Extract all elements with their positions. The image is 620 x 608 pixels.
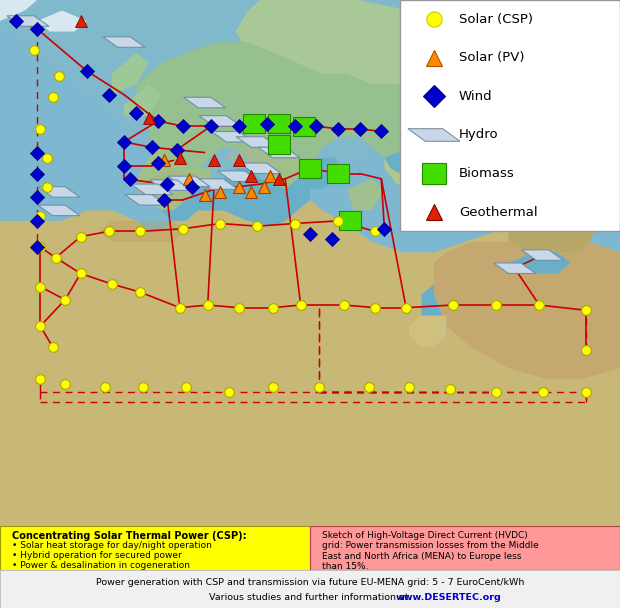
Polygon shape — [38, 187, 80, 197]
Text: Power generation with CSP and transmission via future EU-MENA grid: 5 - 7 EuroCe: Power generation with CSP and transmissi… — [96, 578, 524, 587]
Polygon shape — [136, 147, 211, 210]
Text: Various studies and further information at: Various studies and further information … — [209, 593, 411, 602]
Polygon shape — [112, 53, 149, 95]
Polygon shape — [168, 176, 210, 187]
Bar — [268, 114, 290, 133]
Polygon shape — [422, 284, 446, 347]
Polygon shape — [0, 0, 37, 21]
Polygon shape — [7, 16, 49, 26]
Text: Concentrating Solar Thermal Power (CSP):: Concentrating Solar Thermal Power (CSP): — [12, 531, 247, 541]
Polygon shape — [125, 195, 167, 205]
Polygon shape — [384, 147, 471, 179]
Bar — [422, 163, 446, 184]
Text: grid: Power transmission losses from the Middle: grid: Power transmission losses from the… — [322, 542, 539, 550]
Text: • Hybrid operation for secured power: • Hybrid operation for secured power — [12, 551, 182, 560]
Bar — [327, 164, 349, 183]
Bar — [243, 114, 265, 133]
Polygon shape — [223, 147, 285, 168]
Polygon shape — [149, 180, 192, 190]
Polygon shape — [521, 250, 564, 260]
FancyBboxPatch shape — [400, 0, 620, 232]
Polygon shape — [496, 147, 558, 189]
Polygon shape — [38, 205, 80, 216]
Polygon shape — [384, 137, 508, 189]
Polygon shape — [0, 0, 620, 195]
Polygon shape — [136, 168, 310, 226]
Polygon shape — [434, 242, 620, 379]
Polygon shape — [258, 147, 300, 158]
Polygon shape — [521, 126, 546, 158]
Polygon shape — [103, 37, 145, 47]
Text: • Power & desalination in cogeneration: • Power & desalination in cogeneration — [12, 561, 190, 570]
Bar — [268, 135, 290, 154]
Polygon shape — [508, 252, 570, 274]
Polygon shape — [409, 316, 446, 347]
Polygon shape — [298, 158, 341, 189]
Polygon shape — [0, 200, 620, 526]
Polygon shape — [149, 168, 198, 189]
Polygon shape — [37, 10, 87, 32]
Polygon shape — [236, 137, 278, 147]
Text: Wind: Wind — [459, 90, 492, 103]
Polygon shape — [184, 97, 226, 108]
Polygon shape — [199, 116, 241, 126]
Text: Hydro: Hydro — [459, 128, 498, 142]
Polygon shape — [279, 179, 298, 210]
Text: Solar (CSP): Solar (CSP) — [459, 13, 533, 26]
Bar — [293, 117, 315, 136]
Text: Geothermal: Geothermal — [459, 206, 538, 219]
Polygon shape — [99, 221, 186, 242]
Text: Sketch of High-Voltage Direct Current (HVDC): Sketch of High-Voltage Direct Current (H… — [322, 531, 528, 541]
Polygon shape — [273, 158, 298, 179]
Text: Biomass: Biomass — [459, 167, 515, 180]
Text: • Solar heat storage for day/night operation: • Solar heat storage for day/night opera… — [12, 542, 212, 550]
Polygon shape — [508, 200, 595, 252]
Polygon shape — [124, 84, 161, 116]
Polygon shape — [408, 129, 460, 141]
Polygon shape — [347, 179, 384, 210]
Polygon shape — [136, 42, 496, 189]
Polygon shape — [236, 0, 465, 116]
Polygon shape — [196, 179, 238, 189]
Bar — [299, 159, 321, 178]
Text: East and North Africa (MENA) to Europe less: East and North Africa (MENA) to Europe l… — [322, 551, 522, 561]
Polygon shape — [211, 131, 254, 142]
Polygon shape — [218, 171, 260, 181]
Text: than 15%.: than 15%. — [322, 562, 369, 571]
Text: Solar (PV): Solar (PV) — [459, 51, 525, 64]
Polygon shape — [131, 184, 173, 195]
Polygon shape — [494, 263, 536, 274]
Polygon shape — [239, 163, 281, 173]
Text: www.DESERTEC.org: www.DESERTEC.org — [396, 593, 501, 602]
Bar — [339, 212, 361, 230]
